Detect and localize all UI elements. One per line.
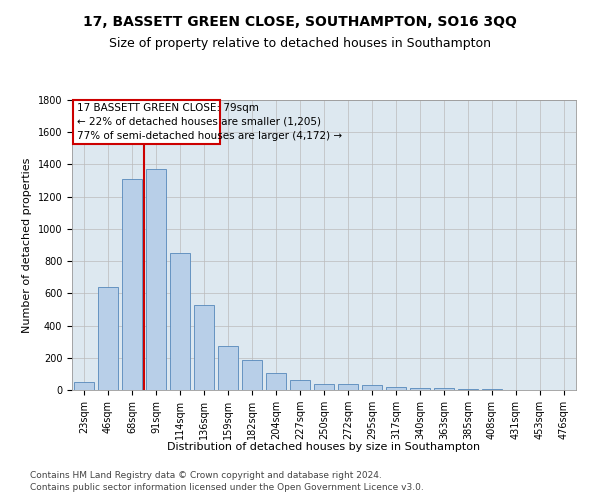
Bar — [434, 388, 454, 390]
Bar — [194, 304, 214, 390]
Bar — [98, 287, 118, 390]
Bar — [338, 384, 358, 390]
Bar — [458, 388, 478, 390]
Text: 17, BASSETT GREEN CLOSE, SOUTHAMPTON, SO16 3QQ: 17, BASSETT GREEN CLOSE, SOUTHAMPTON, SO… — [83, 15, 517, 29]
Text: ← 22% of detached houses are smaller (1,205): ← 22% of detached houses are smaller (1,… — [77, 117, 321, 127]
Bar — [146, 170, 166, 390]
Bar — [314, 384, 334, 390]
Bar — [242, 360, 262, 390]
Bar — [122, 179, 142, 390]
Text: Size of property relative to detached houses in Southampton: Size of property relative to detached ho… — [109, 38, 491, 51]
Text: 17 BASSETT GREEN CLOSE: 79sqm: 17 BASSETT GREEN CLOSE: 79sqm — [77, 103, 259, 113]
Bar — [362, 385, 382, 390]
Text: Distribution of detached houses by size in Southampton: Distribution of detached houses by size … — [167, 442, 481, 452]
Text: Contains public sector information licensed under the Open Government Licence v3: Contains public sector information licen… — [30, 484, 424, 492]
Bar — [170, 253, 190, 390]
Bar — [73, 100, 220, 144]
Bar — [218, 346, 238, 390]
Bar — [386, 387, 406, 390]
Bar — [410, 388, 430, 390]
Y-axis label: Number of detached properties: Number of detached properties — [22, 158, 32, 332]
Bar — [266, 373, 286, 390]
Text: Contains HM Land Registry data © Crown copyright and database right 2024.: Contains HM Land Registry data © Crown c… — [30, 471, 382, 480]
Text: 77% of semi-detached houses are larger (4,172) →: 77% of semi-detached houses are larger (… — [77, 130, 342, 140]
Bar — [290, 380, 310, 390]
Bar — [74, 382, 94, 390]
Bar — [482, 389, 502, 390]
